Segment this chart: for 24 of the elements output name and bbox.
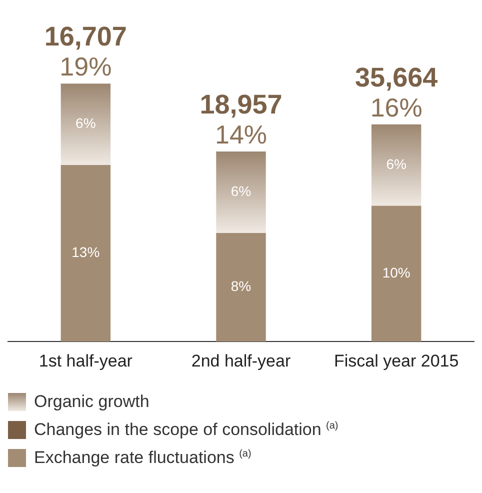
data-label: 6% xyxy=(386,156,406,172)
legend-label: Organic growth xyxy=(34,392,150,412)
total-label: 19% xyxy=(60,52,112,82)
data-label: 10% xyxy=(382,264,410,281)
data-label: 6% xyxy=(230,183,252,200)
bar xyxy=(371,206,422,342)
legend-label: Exchange rate fluctuations $^{(a)}$ xyxy=(34,448,252,468)
total-label: 14% xyxy=(214,119,268,150)
bar xyxy=(60,165,111,342)
bar xyxy=(60,84,111,166)
bar xyxy=(216,151,266,233)
data-label: 8% xyxy=(230,278,252,294)
x-tick-label: 1st half-year xyxy=(38,351,133,370)
data-label: 13% xyxy=(72,244,100,260)
data-label: 6% xyxy=(76,115,96,132)
bar xyxy=(371,124,422,206)
annotation: 35,664 xyxy=(355,62,438,92)
legend-label: Changes in the scope of consolidation $^{(a)}$ xyxy=(34,420,338,440)
text: 16,707 xyxy=(44,22,127,52)
x-tick-label: 2nd half-year xyxy=(191,351,291,370)
x-tick-label: Fiscal year 2015 xyxy=(334,351,459,370)
annotation: 18,957 xyxy=(200,89,282,120)
bar xyxy=(216,232,266,342)
total-label: 16% xyxy=(370,92,422,122)
